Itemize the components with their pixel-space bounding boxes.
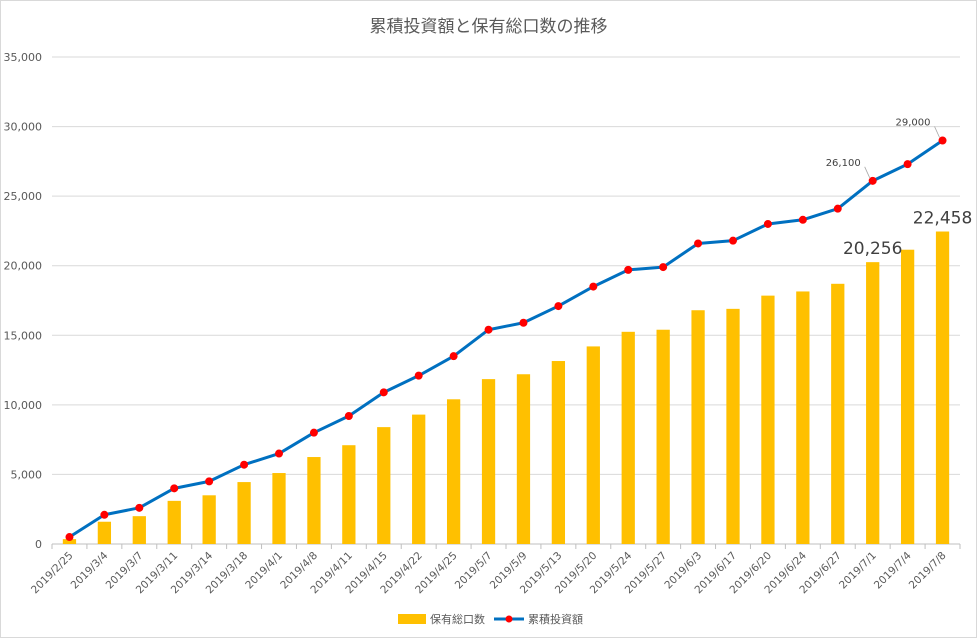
bar (866, 262, 880, 544)
bar (167, 500, 181, 544)
legend-label-bar: 保有総口数 (430, 612, 485, 626)
x-tick-label: 2019/7/1 (837, 550, 879, 592)
bar (761, 295, 775, 544)
bar (412, 414, 426, 544)
x-tick-label: 2019/7/8 (907, 550, 949, 592)
legend-swatch-marker (505, 615, 513, 623)
line-point (170, 484, 179, 493)
line-point (344, 411, 353, 420)
y-tick-label: 15,000 (4, 329, 43, 342)
line-point (135, 503, 144, 512)
y-tick-label: 25,000 (4, 190, 43, 203)
line-point (100, 510, 109, 519)
x-tick-label: 2019/5/7 (453, 550, 495, 592)
y-tick-label: 20,000 (4, 260, 43, 273)
line-point (519, 318, 528, 327)
line-point (798, 215, 807, 224)
bar (726, 308, 740, 544)
y-tick-label: 0 (35, 538, 42, 551)
bar (97, 521, 112, 544)
series-line (68, 139, 944, 539)
bar (586, 346, 600, 544)
legend-label-line: 累積投資額 (528, 612, 583, 626)
bar (202, 495, 216, 544)
line-point (763, 219, 772, 228)
bar (551, 361, 566, 544)
bar (377, 427, 391, 544)
bar-data-label: 22,458 (913, 209, 972, 229)
x-tick-label: 2019/4/1 (243, 550, 285, 592)
line-point (938, 136, 947, 145)
bar (272, 473, 286, 544)
line-point (309, 428, 318, 437)
bar (900, 249, 915, 544)
bar-data-label: 20,256 (843, 239, 902, 259)
line-point (414, 371, 423, 380)
y-tick-label: 35,000 (4, 51, 43, 64)
bar (656, 329, 670, 544)
bar (621, 331, 635, 544)
bar (132, 516, 146, 544)
y-tick-label: 5,000 (11, 468, 43, 481)
line-point (659, 263, 668, 272)
line-point (729, 236, 737, 245)
bar (237, 482, 251, 544)
y-tick-label: 30,000 (4, 121, 43, 134)
bar (62, 539, 77, 544)
label-leader-line (864, 166, 871, 179)
y-tick-label: 10,000 (4, 399, 43, 412)
line-point (589, 282, 598, 291)
line-point (554, 302, 563, 311)
label-leader-line (934, 126, 940, 138)
line-point (205, 477, 214, 486)
line-point (694, 239, 703, 248)
line-point (379, 388, 388, 397)
line-point (833, 204, 842, 213)
line-point (65, 533, 74, 542)
line-point (484, 325, 493, 334)
legend-swatch-bar (398, 614, 426, 624)
bar (796, 291, 810, 544)
bar (691, 310, 705, 544)
bar (831, 283, 845, 544)
bar (935, 231, 950, 544)
bar (307, 457, 321, 544)
chart-title: 累積投資額と保有総口数の推移 (369, 17, 608, 37)
line-point (240, 460, 249, 469)
bar (446, 399, 461, 544)
bar (342, 445, 356, 544)
x-tick-label: 2019/2/25 (29, 550, 76, 597)
line-data-label: 26,100 (826, 158, 861, 169)
bar (481, 379, 496, 544)
bar (516, 374, 531, 544)
line-point (624, 265, 633, 274)
line-point (903, 160, 912, 169)
line-point (449, 352, 458, 361)
line-point (868, 176, 877, 185)
line-data-label: 29,000 (896, 117, 931, 128)
line-point (275, 449, 283, 458)
